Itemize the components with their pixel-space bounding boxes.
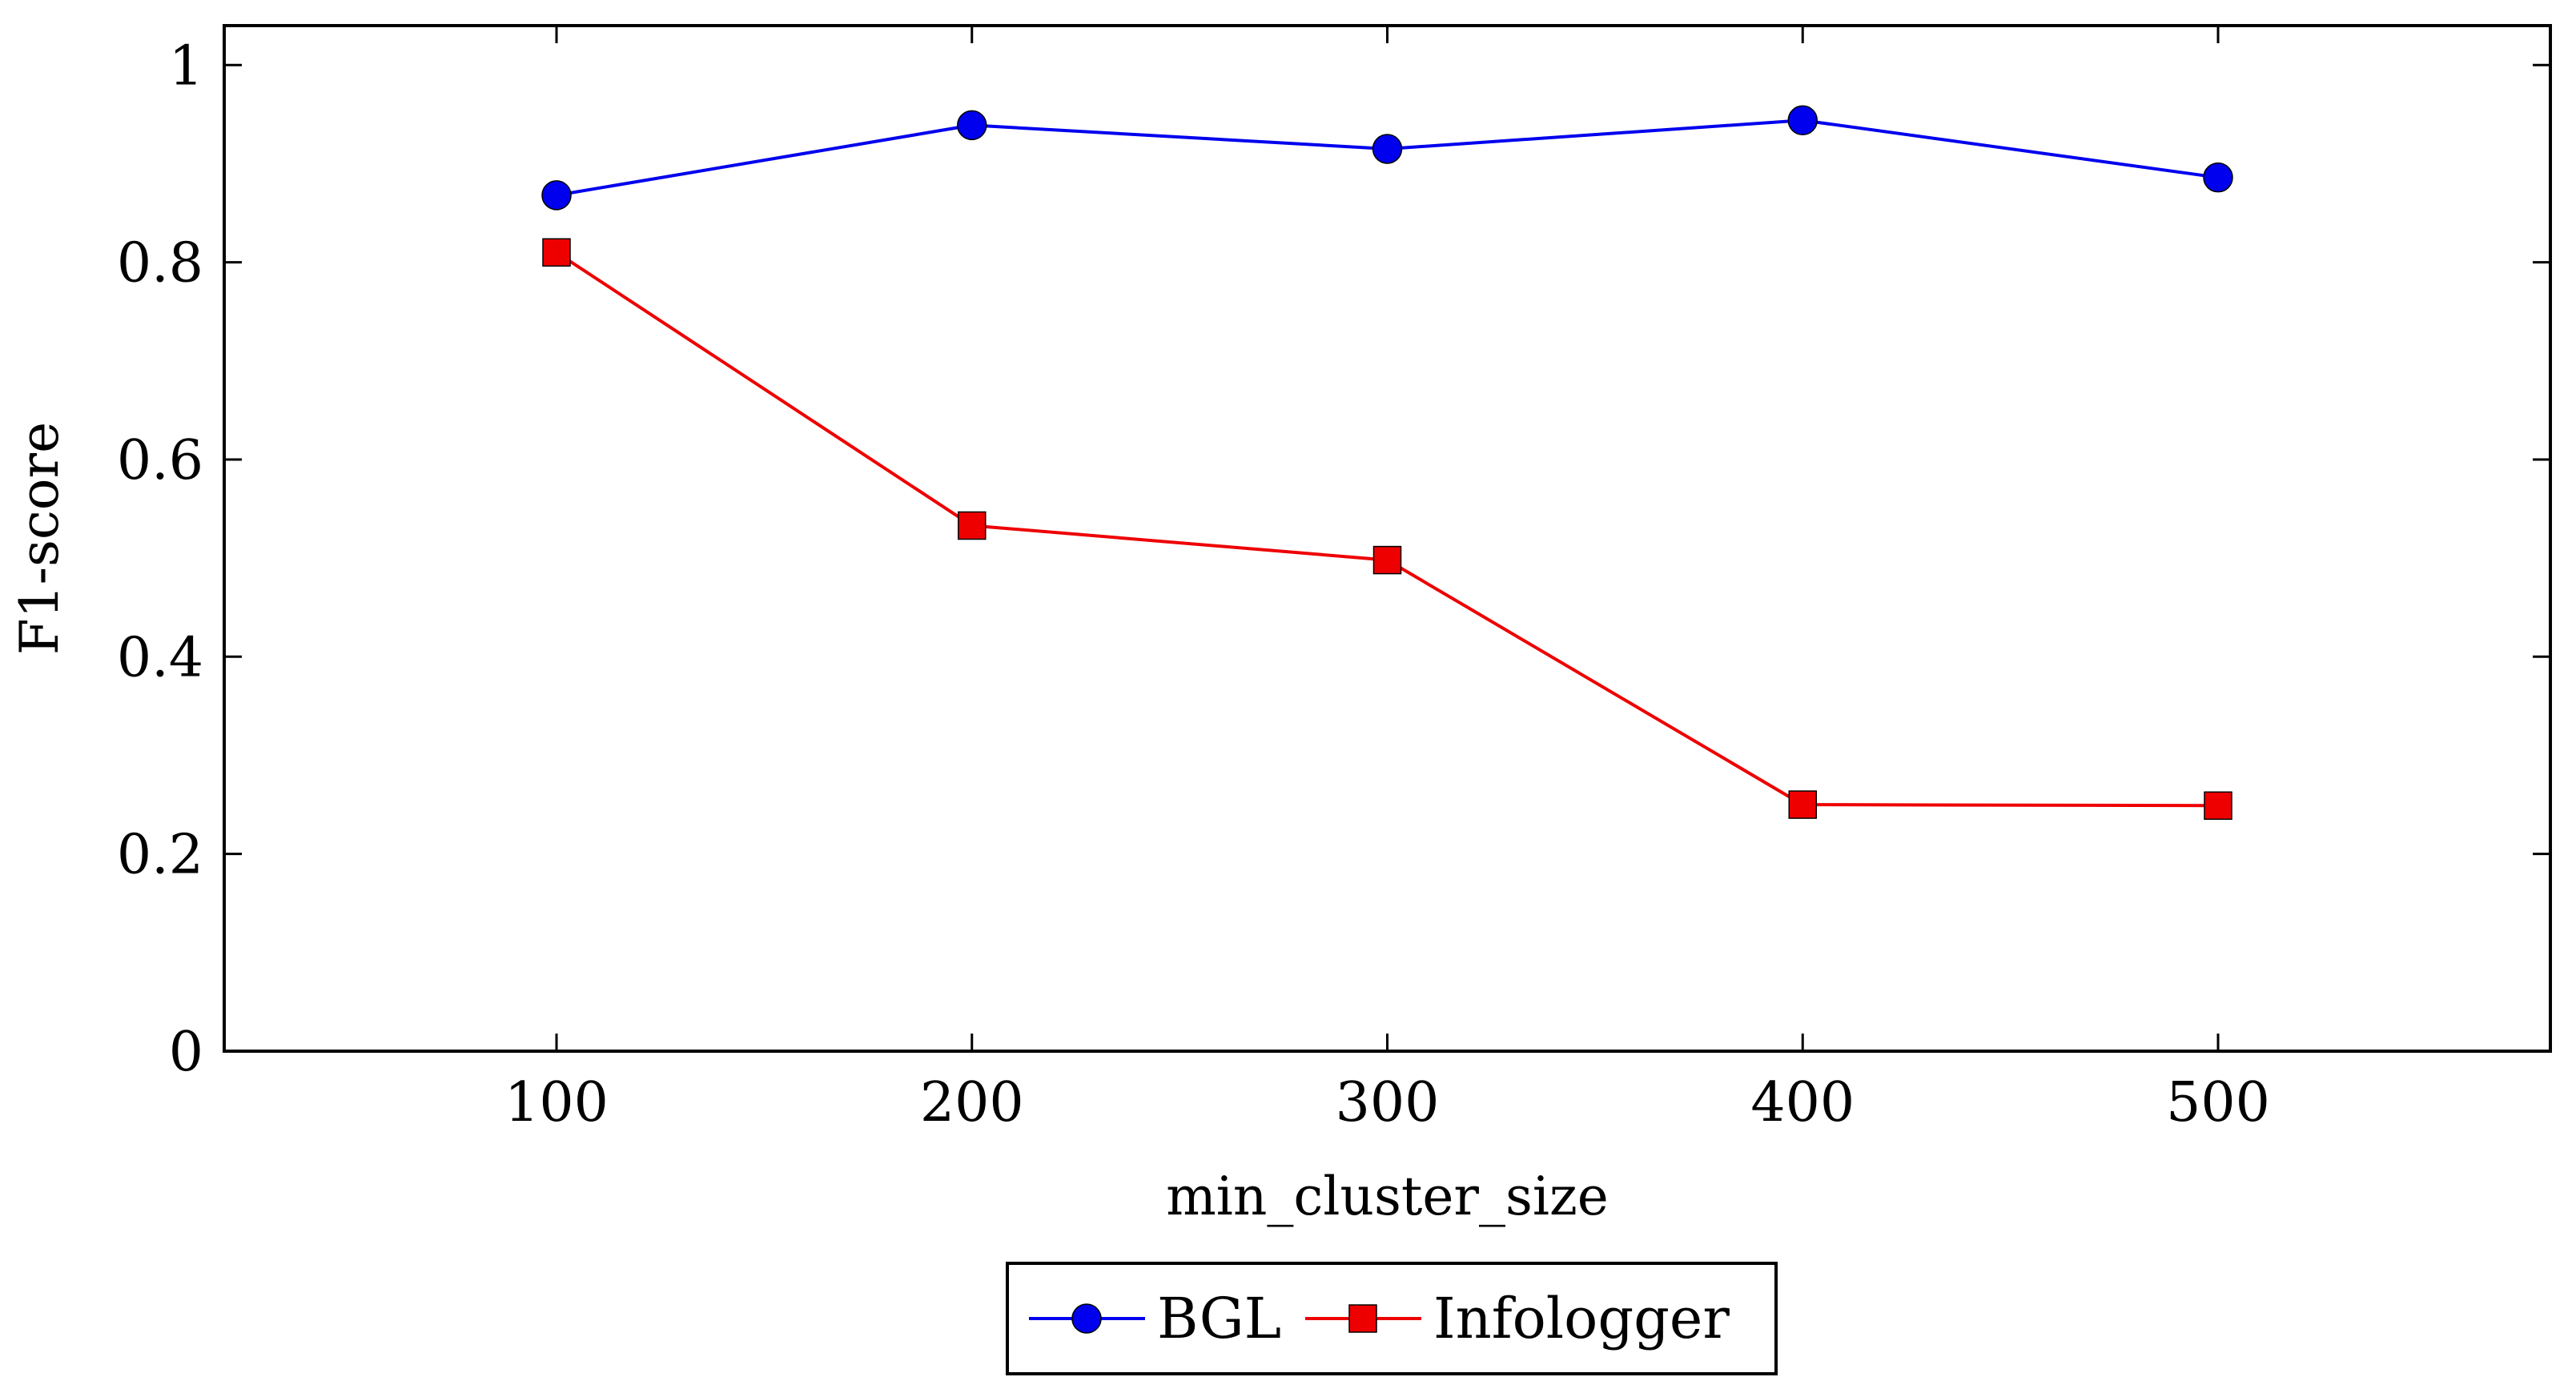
legend-marker-infologger [1348,1304,1377,1333]
data-point-infologger [958,511,987,540]
x-axis-tick-labels: 100 200 300 400 500 [504,1071,2270,1134]
data-point-bgl [2203,162,2233,193]
x-axis-label: min_cluster_size [1166,1166,1609,1227]
data-point-bgl [957,110,987,141]
legend-label-infologger: Infologger [1433,1286,1730,1351]
y-tick-label: 1 [169,34,203,98]
data-point-infologger [1788,790,1817,819]
y-tick-label: 0.8 [117,232,203,295]
series-line-infologger [555,251,2219,808]
plot-frame [223,24,2552,1053]
x-tick-label: 500 [2166,1071,2270,1134]
data-point-infologger [542,238,571,267]
data-point-infologger [1372,545,1402,575]
x-tick-label: 100 [504,1071,609,1134]
x-tick-label: 200 [920,1071,1024,1134]
y-tick-label: 0 [169,1021,203,1084]
y-axis-tick-labels: 0 0.2 0.4 0.6 0.8 1 [117,34,203,1084]
axis-ticks [224,26,2550,1053]
legend: BGL Infologger [1006,1262,1778,1375]
series-infologger [542,238,2232,821]
x-tick-label: 300 [1336,1071,1440,1134]
legend-label-bgl: BGL [1157,1286,1281,1351]
data-point-bgl [541,180,572,211]
data-point-bgl [1787,105,1818,135]
series-bgl [541,105,2233,211]
series-layer [541,105,2233,821]
y-tick-label: 0.2 [117,824,203,887]
plot-area [223,24,2552,1053]
y-tick-label: 0.6 [117,429,203,492]
y-tick-label: 0.4 [117,626,203,689]
y-axis-label: F1-score [9,422,70,655]
x-tick-label: 400 [1750,1071,1855,1134]
legend-marker-bgl [1071,1303,1102,1334]
data-point-bgl [1372,134,1403,164]
data-point-infologger [2204,791,2232,821]
